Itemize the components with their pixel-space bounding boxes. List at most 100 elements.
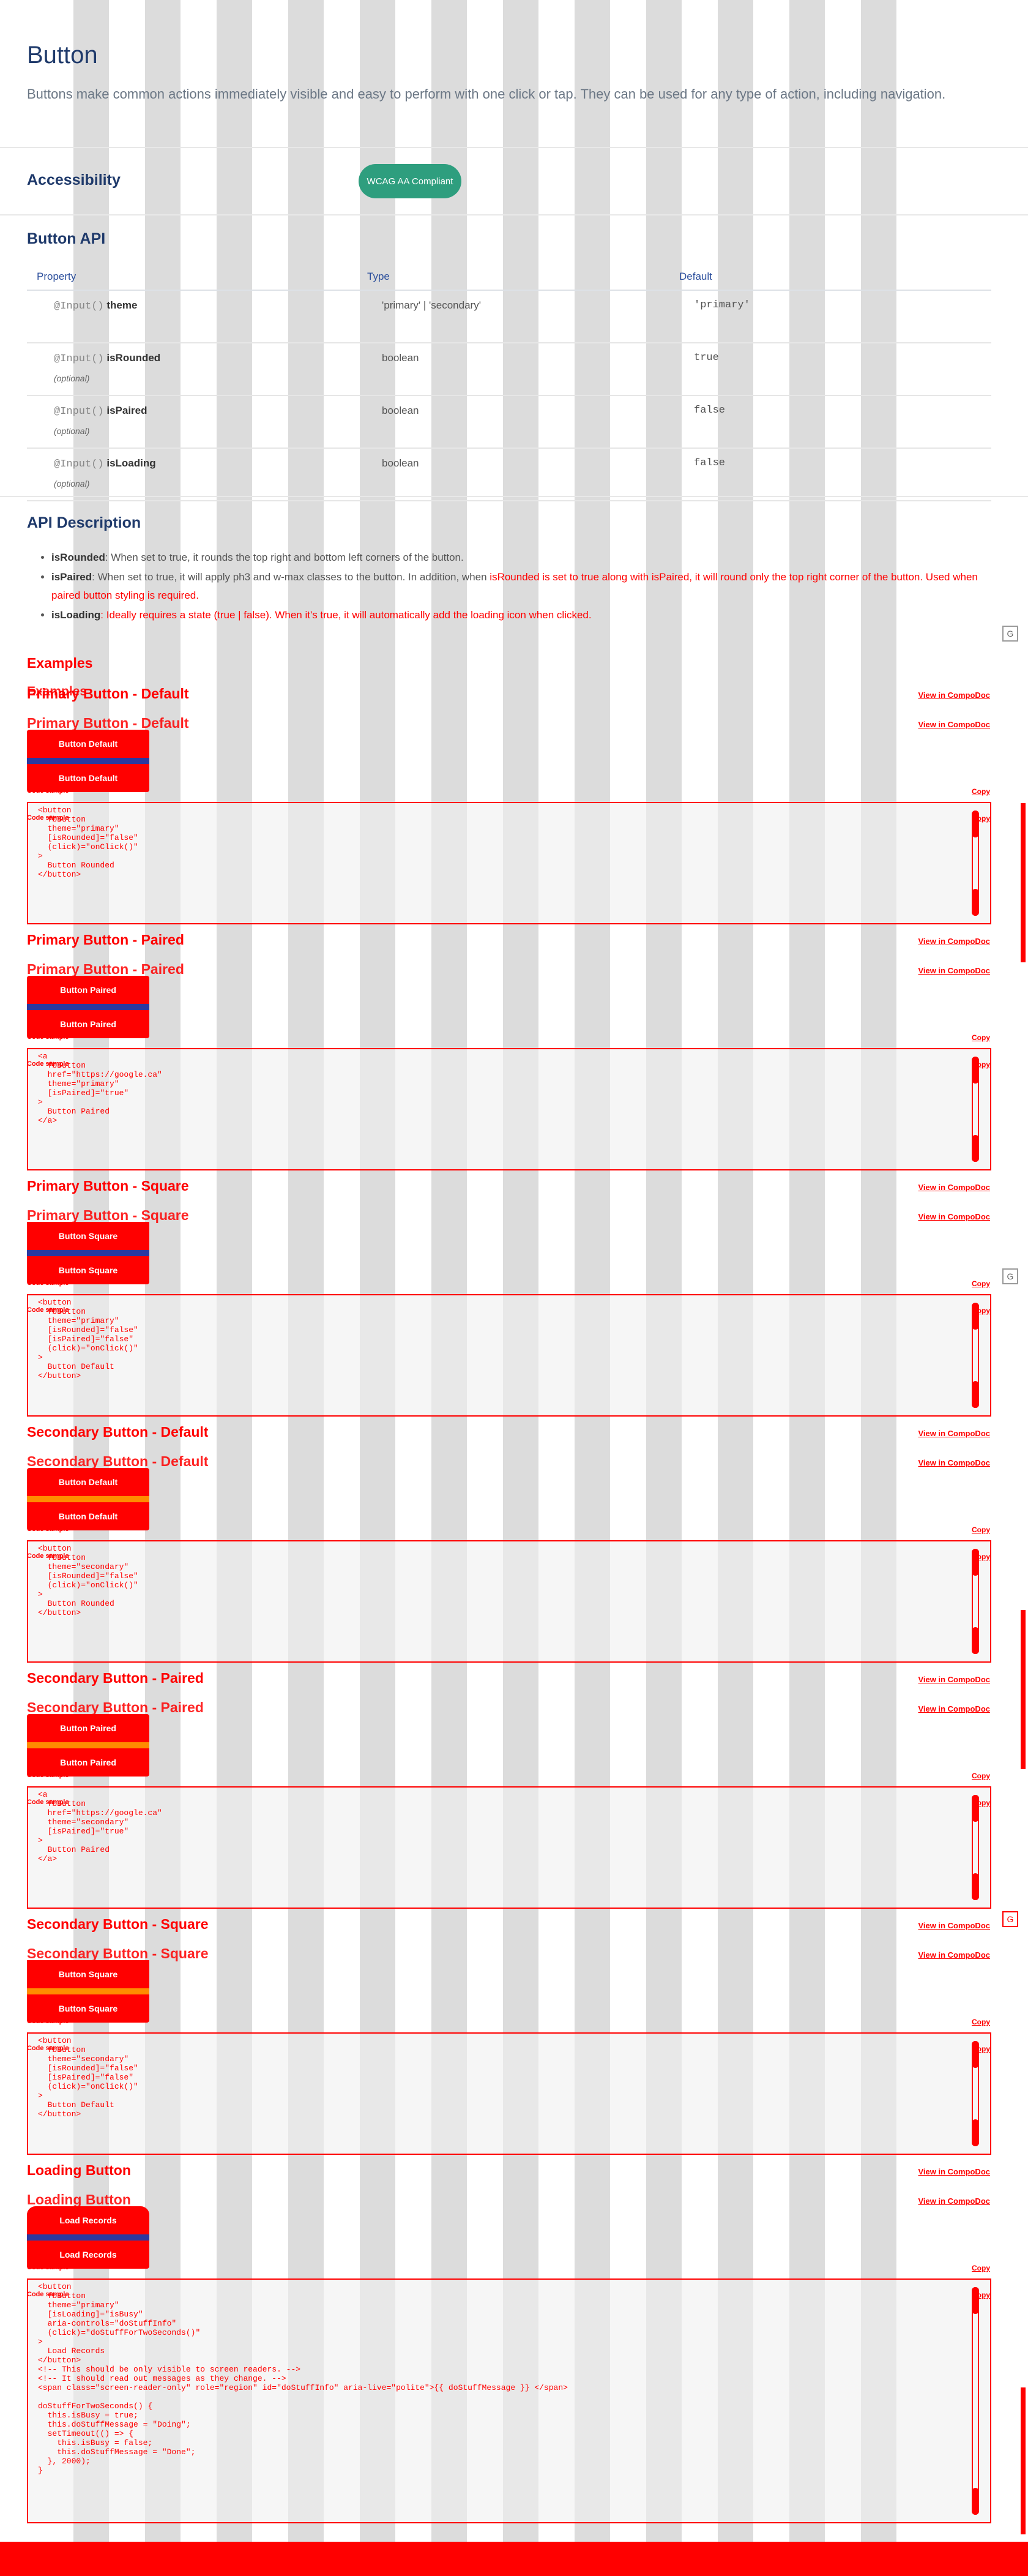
default-cell: false	[669, 448, 991, 501]
scrollbar-rail[interactable]	[1021, 2387, 1026, 2534]
copy-link[interactable]: Copy	[972, 1772, 990, 1780]
demo-button[interactable]: Button Square	[27, 1222, 149, 1250]
code-text: <a fbButton href="https://google.ca" the…	[38, 1790, 162, 1863]
example-title-duplicate: Primary Button - Square	[27, 1207, 189, 1223]
code-sample-label: Code sample	[27, 1060, 69, 1068]
copy-link[interactable]: Copy	[972, 1060, 990, 1069]
demo-button[interactable]: Button Paired	[27, 1010, 149, 1038]
code-sample-label: Code sample	[27, 1772, 69, 1779]
property-name: isLoading	[106, 457, 156, 469]
scrollbar-rail[interactable]	[1021, 1610, 1026, 1769]
code-text: <button fbButton theme="primary" [isLoad…	[38, 2282, 568, 2475]
page-intro: Buttons make common actions immediately …	[27, 86, 946, 102]
copy-link[interactable]: Copy	[972, 2264, 990, 2272]
type-cell: boolean	[357, 395, 669, 449]
code-scroll-thumb[interactable]	[972, 2488, 979, 2515]
divider	[0, 214, 1028, 215]
table-row: @Input() isPaired (optional) boolean fals…	[27, 395, 991, 449]
scrollbar-rail[interactable]	[1021, 803, 1026, 962]
list-item: isPaired: When set to true, it will appl…	[51, 568, 994, 605]
code-scroll-thumb[interactable]	[972, 1381, 979, 1408]
wcag-badge[interactable]: WCAG AA Compliant	[359, 164, 461, 198]
view-in-compodoc-link[interactable]: View in CompoDoc	[918, 720, 991, 729]
code-scrollbar[interactable]	[972, 2287, 979, 2515]
copy-link[interactable]: Copy	[972, 814, 990, 823]
code-sample-label: Code sample	[27, 1306, 69, 1314]
decorator: @Input()	[54, 353, 104, 365]
code-scroll-thumb[interactable]	[972, 889, 979, 916]
code-scroll-thumb[interactable]	[972, 1057, 979, 1084]
view-in-compodoc-link[interactable]: View in CompoDoc	[918, 1950, 991, 1960]
code-scroll-thumb[interactable]	[972, 1795, 979, 1822]
copy-link[interactable]: Copy	[972, 2291, 990, 2299]
decorator: @Input()	[54, 301, 104, 312]
code-scroll-thumb[interactable]	[972, 1303, 979, 1330]
view-in-compodoc-link[interactable]: View in CompoDoc	[918, 966, 991, 975]
demo-button[interactable]: Load Records	[27, 2241, 149, 2269]
code-text: <button fbButton theme="primary" [isRoun…	[38, 1298, 138, 1380]
g-widget-icon[interactable]: G	[1002, 626, 1018, 642]
code-sample[interactable]: <button fbButton theme="secondary" [isRo…	[27, 1540, 991, 1663]
view-in-compodoc-link[interactable]: View in CompoDoc	[918, 1183, 991, 1192]
code-scroll-thumb[interactable]	[972, 1873, 979, 1900]
demo-button[interactable]: Button Paired	[27, 1748, 149, 1777]
demo-button[interactable]: Button Default	[27, 764, 149, 792]
examples-heading-duplicate: Examples	[27, 684, 88, 698]
code-sample-label: Code sample	[27, 1799, 69, 1806]
demo-button[interactable]: Button Paired	[27, 976, 149, 1004]
code-scroll-thumb[interactable]	[972, 2041, 979, 2068]
demo-button[interactable]: Load Records	[27, 2206, 149, 2234]
code-sample[interactable]: <button fbButton theme="primary" [isRoun…	[27, 802, 991, 924]
code-sample[interactable]: <button fbButton theme="primary" [isRoun…	[27, 1294, 991, 1417]
demo-button[interactable]: Button Default	[27, 1502, 149, 1530]
divider	[0, 496, 1028, 497]
copy-link[interactable]: Copy	[972, 1799, 990, 1807]
code-sample[interactable]: <button fbButton theme="primary" [isLoad…	[27, 2278, 991, 2523]
view-in-compodoc-link[interactable]: View in CompoDoc	[918, 1212, 991, 1221]
code-sample-label: Code sample	[27, 1552, 69, 1560]
g-widget-icon[interactable]: G	[1002, 1268, 1018, 1284]
view-in-compodoc-link[interactable]: View in CompoDoc	[918, 937, 991, 946]
demo-button[interactable]: Button Default	[27, 1468, 149, 1496]
view-in-compodoc-link[interactable]: View in CompoDoc	[918, 1921, 991, 1930]
demo-button[interactable]: Button Square	[27, 1960, 149, 1988]
api-heading: Button API	[27, 230, 106, 247]
demo-button[interactable]: Button Square	[27, 1994, 149, 2023]
copy-link[interactable]: Copy	[972, 1526, 990, 1534]
view-in-compodoc-link[interactable]: View in CompoDoc	[918, 1675, 991, 1684]
copy-link[interactable]: Copy	[972, 2018, 990, 2026]
property-cell: @Input() isPaired (optional)	[27, 395, 357, 449]
demo-button[interactable]: Button Paired	[27, 1714, 149, 1742]
copy-link[interactable]: Copy	[972, 787, 990, 796]
demo-button[interactable]: Button Square	[27, 1256, 149, 1284]
copy-link[interactable]: Copy	[972, 1552, 990, 1561]
view-in-compodoc-link[interactable]: View in CompoDoc	[918, 2167, 991, 2176]
copy-link[interactable]: Copy	[972, 2045, 990, 2053]
code-sample[interactable]: <a fbButton href="https://google.ca" the…	[27, 1048, 991, 1170]
code-scroll-thumb[interactable]	[972, 811, 979, 837]
code-sample[interactable]: <button fbButton theme="secondary" [isRo…	[27, 2032, 991, 2155]
button-style-strip	[27, 1988, 149, 1994]
description-text-highlight: isRounded is set to true along with isPa…	[51, 571, 978, 601]
view-in-compodoc-link[interactable]: View in CompoDoc	[918, 691, 991, 700]
view-in-compodoc-link[interactable]: View in CompoDoc	[918, 2196, 991, 2206]
copy-link[interactable]: Copy	[972, 1306, 990, 1315]
code-scroll-thumb[interactable]	[972, 1549, 979, 1576]
code-scroll-thumb[interactable]	[972, 1627, 979, 1654]
code-scroll-thumb[interactable]	[972, 1135, 979, 1162]
code-scroll-thumb[interactable]	[972, 2287, 979, 2314]
g-widget-icon[interactable]: G	[1002, 1911, 1018, 1927]
code-scroll-thumb[interactable]	[972, 2119, 979, 2146]
copy-link[interactable]: Copy	[972, 1279, 990, 1288]
code-sample[interactable]: <a fbButton href="https://google.ca" the…	[27, 1786, 991, 1909]
demo-button[interactable]: Button Default	[27, 730, 149, 758]
view-in-compodoc-link[interactable]: View in CompoDoc	[918, 1458, 991, 1467]
description-text: : When set to true, it will apply ph3 an…	[92, 571, 490, 583]
code-text: <a fbButton href="https://google.ca" the…	[38, 1052, 162, 1125]
view-in-compodoc-link[interactable]: View in CompoDoc	[918, 1429, 991, 1438]
copy-link[interactable]: Copy	[972, 1033, 990, 1042]
code-text: <button fbButton theme="secondary" [isRo…	[38, 2036, 138, 2119]
term: isPaired	[51, 571, 92, 583]
view-in-compodoc-link[interactable]: View in CompoDoc	[918, 1704, 991, 1713]
